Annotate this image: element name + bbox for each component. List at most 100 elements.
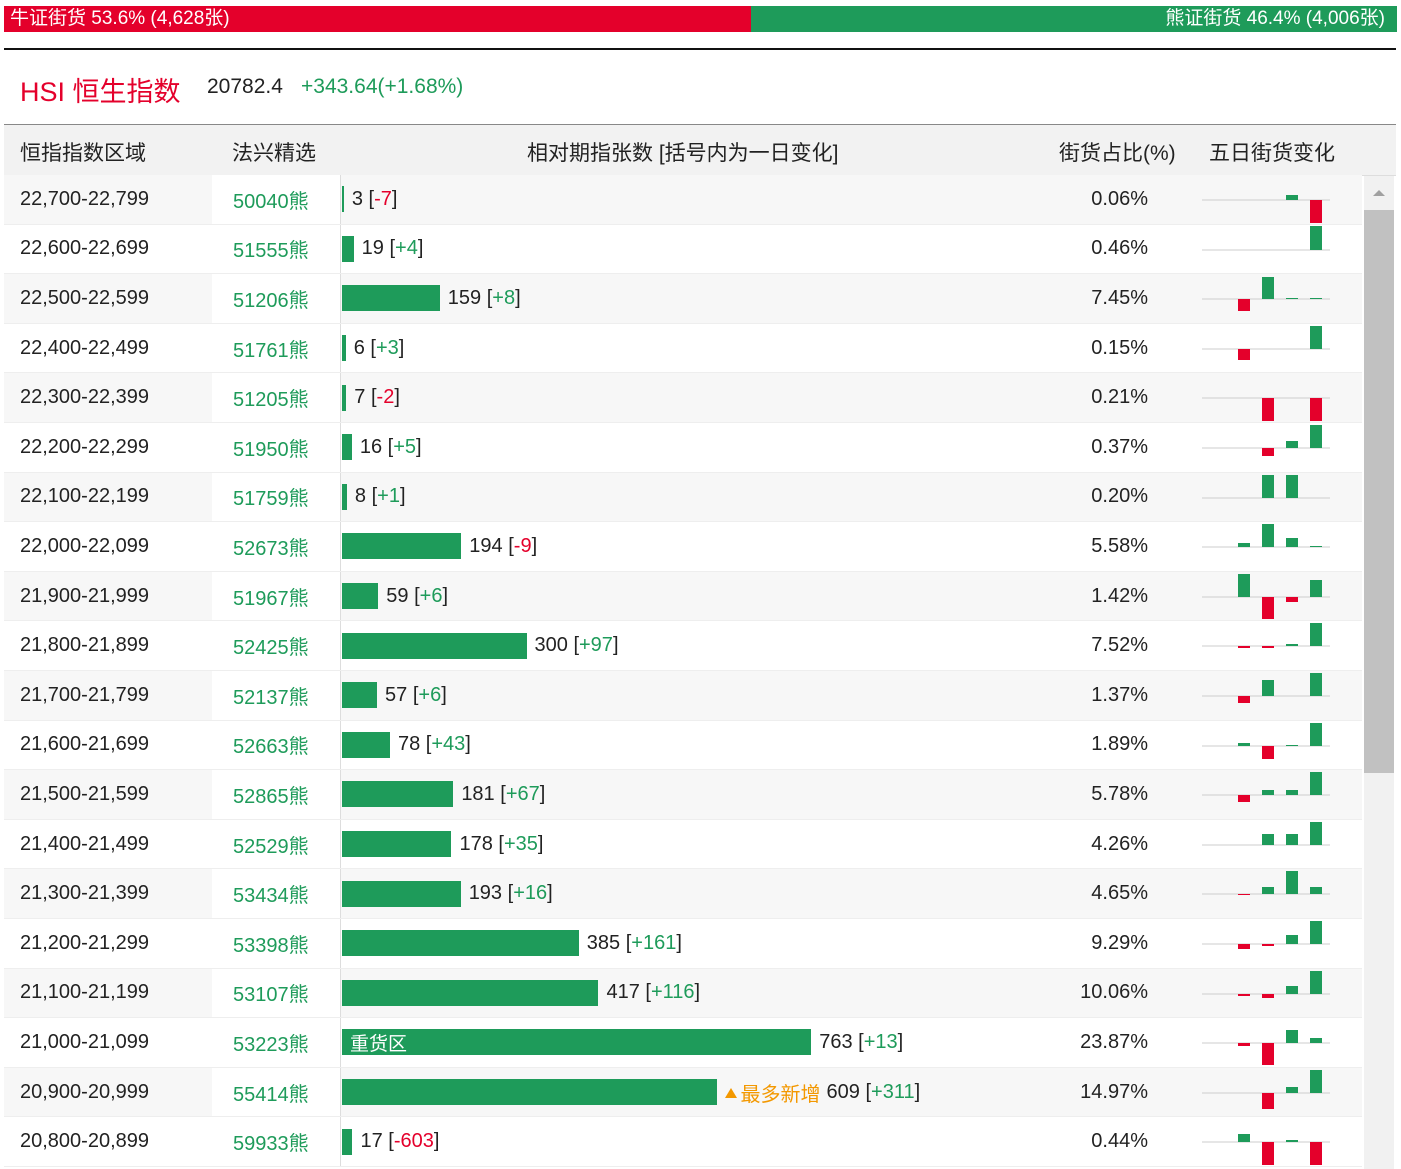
count-text: 78 +43	[398, 733, 471, 756]
five-day-chart	[1202, 772, 1330, 803]
count-bar	[342, 384, 347, 411]
warrant-code[interactable]: 51206熊	[212, 274, 340, 323]
tag: 最多新增	[724, 1078, 821, 1107]
day-bar	[1262, 1142, 1274, 1166]
warrant-code[interactable]: 52529熊	[212, 819, 340, 869]
change-value: +35	[503, 832, 538, 855]
count-cell: 8 +1	[340, 472, 406, 522]
count-bar	[342, 632, 527, 659]
five-day-chart	[1202, 277, 1330, 312]
warrant-code[interactable]: 52663熊	[212, 720, 340, 770]
warrant-code[interactable]: 53434熊	[212, 869, 340, 918]
warrant-code[interactable]: 51205熊	[212, 373, 340, 422]
change: +13	[858, 1031, 903, 1053]
warrant-code[interactable]: 55414熊	[212, 1067, 340, 1117]
count: 417	[606, 981, 640, 1004]
change: +4	[389, 237, 423, 259]
column-header: 恒指指数区域	[20, 142, 146, 165]
count-cell: 6 +3	[340, 323, 404, 373]
change-value: +5	[393, 435, 417, 458]
table-row: 21,700-21,799 52137熊 57 +6 1.37%	[4, 671, 1362, 721]
share: 14.97%	[1080, 1080, 1148, 1103]
change: +6	[413, 684, 447, 706]
change: +6	[414, 585, 448, 607]
change: +311	[865, 1081, 920, 1103]
count-text: 300 +97	[535, 634, 619, 657]
scroll-up[interactable]	[1372, 188, 1386, 198]
warrant-code[interactable]: 53398熊	[212, 919, 340, 968]
day-bar	[1310, 821, 1322, 845]
day-bar	[1238, 1134, 1250, 1143]
change-value: +3	[375, 336, 399, 359]
bull-bear-bar: 牛证街货 53.6% (4,628张) 熊证街货 46.4% (4,006张)	[4, 6, 1397, 32]
day-bar	[1286, 298, 1298, 300]
share: 23.87%	[1080, 1030, 1148, 1053]
count-cell: 193 +16	[340, 869, 553, 918]
table-row: 21,500-21,599 52865熊 181 +67 5.78%	[4, 770, 1362, 820]
change-value: +8	[492, 286, 516, 309]
count-cell: 300 +97	[340, 621, 619, 670]
tag-text: 最多新增	[740, 1083, 821, 1106]
count: 59	[386, 584, 409, 607]
day-bar	[1286, 790, 1298, 796]
warrant-code[interactable]: 51759熊	[212, 472, 340, 522]
count-bar	[342, 1128, 353, 1155]
count-cell: 159 +8	[340, 274, 521, 323]
warrant-code[interactable]: 59933熊	[212, 1117, 340, 1166]
count-text: 8 +1	[355, 485, 406, 508]
warrant-code[interactable]: 50040熊	[212, 175, 340, 224]
index-price: 20782.4	[207, 75, 283, 98]
change-value: +161	[631, 931, 677, 954]
day-bar	[1262, 596, 1274, 619]
count-cell: 重货区 763 +13	[340, 1018, 903, 1067]
day-bar	[1262, 944, 1274, 946]
change: -9	[508, 535, 537, 557]
table-row: 21,300-21,399 53434熊 193 +16 4.65%	[4, 869, 1362, 919]
day-bar	[1238, 795, 1250, 803]
warrant-code[interactable]: 51967熊	[212, 571, 340, 621]
range: 21,800-21,899	[20, 634, 150, 657]
warrant-code[interactable]: 52425熊	[212, 621, 340, 670]
count-bar: 重货区	[342, 1029, 812, 1056]
count: 57	[385, 683, 408, 706]
count-bar	[342, 731, 390, 758]
five-day-chart	[1202, 673, 1330, 703]
count: 385	[586, 931, 621, 954]
share: 7.45%	[1091, 286, 1148, 309]
day-bar	[1238, 543, 1250, 548]
scrollbar-thumb[interactable]	[1364, 210, 1394, 773]
warrant-code[interactable]: 53223熊	[212, 1018, 340, 1067]
warrant-code[interactable]: 52865熊	[212, 770, 340, 819]
five-day-chart	[1202, 573, 1330, 619]
warrant-code[interactable]: 52673熊	[212, 522, 340, 571]
five-day-chart	[1202, 524, 1330, 548]
change-value: +116	[650, 981, 695, 1004]
count: 8	[354, 485, 367, 508]
share: 4.26%	[1091, 832, 1148, 855]
range: 21,000-21,099	[20, 1030, 150, 1053]
day-bar	[1238, 646, 1250, 649]
change: -603	[388, 1130, 439, 1152]
range: 21,200-21,299	[20, 931, 150, 954]
warrant-code[interactable]: 51761熊	[212, 323, 340, 373]
day-bar	[1262, 1092, 1274, 1109]
day-bar	[1310, 398, 1322, 422]
share: 0.15%	[1091, 336, 1148, 359]
day-bar	[1286, 985, 1298, 994]
change-value: +6	[419, 584, 443, 607]
change-value: +311	[871, 1080, 915, 1103]
count: 159	[447, 286, 482, 309]
day-bar	[1238, 993, 1250, 996]
count-text: 57 +6	[385, 684, 447, 707]
range: 22,100-22,199	[20, 485, 150, 508]
warrant-code[interactable]: 52137熊	[212, 671, 340, 720]
count-text: 17 -603	[360, 1130, 439, 1153]
warrant-code[interactable]: 51950熊	[212, 423, 340, 472]
day-bar	[1238, 944, 1250, 949]
share: 0.46%	[1091, 237, 1148, 260]
count-cell: 385 +161	[340, 919, 682, 968]
warrant-code[interactable]: 53107熊	[212, 968, 340, 1018]
day-bar	[1310, 887, 1322, 895]
warrant-code[interactable]: 51555熊	[212, 224, 340, 274]
day-bar	[1310, 1038, 1322, 1044]
